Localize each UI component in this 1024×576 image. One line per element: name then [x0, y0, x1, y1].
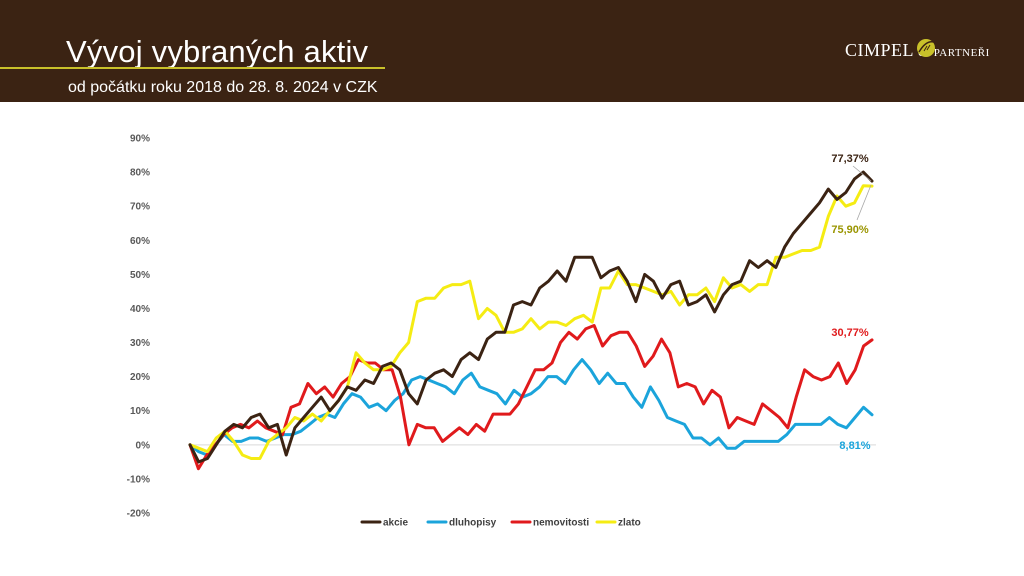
legend-label-zlato: zlato: [618, 518, 641, 529]
leaf-icon: [917, 39, 935, 57]
line-chart: 90% 80% 70% 60% 50% 40% 30% 20% 10% 0% -10% -20% 77…: [127, 134, 876, 529]
end-label-nemovitosti: 30,77%: [831, 327, 869, 339]
end-label-akcie: 77,37%: [831, 153, 869, 165]
y-tick-label: 50%: [130, 270, 150, 281]
legend-label-nemovitosti: nemovitosti: [533, 518, 589, 529]
end-label-dluhopisy: 8,81%: [839, 440, 870, 452]
series-line-dluhopisy: [188, 358, 874, 457]
y-tick-label: 40%: [130, 304, 150, 315]
y-tick-label: 0%: [136, 440, 151, 451]
series-lines: [188, 170, 874, 471]
page-subtitle: od počátku roku 2018 do 28. 8. 2024 v CZ…: [68, 79, 378, 96]
header-bar: [0, 0, 1024, 102]
y-axis: 90% 80% 70% 60% 50% 40% 30% 20% 10% 0% -10% -20%: [127, 134, 150, 520]
leader-line-zlato: [856, 184, 872, 221]
page-title: Vývoj vybraných aktiv: [66, 34, 369, 69]
logo-main-text: CIMPEL: [845, 40, 915, 60]
series-line-akcie: [188, 170, 874, 464]
y-tick-label: 60%: [130, 236, 150, 247]
series-line-zlato: [188, 184, 874, 460]
y-tick-label: -20%: [127, 509, 150, 520]
title-underline: [0, 67, 385, 69]
y-tick-label: 30%: [130, 338, 150, 349]
logo-small-text: PARTNEŘI: [933, 47, 990, 59]
end-label-zlato: 75,90%: [831, 224, 869, 236]
y-tick-label: 20%: [130, 372, 150, 383]
y-tick-label: 80%: [130, 168, 150, 179]
series-line-nemovitosti: [188, 324, 874, 471]
end-labels: 77,37% 8,81% 30,77% 75,90%: [831, 153, 872, 452]
leader-line-akcie: [852, 165, 872, 182]
legend-label-akcie: akcie: [383, 518, 408, 529]
y-tick-label: 90%: [130, 134, 150, 145]
legend: akcie dluhopisy nemovitosti zlato: [360, 518, 641, 529]
y-tick-label: 70%: [130, 202, 150, 213]
company-logo: CIMPEL & PARTNEŘI: [845, 40, 990, 61]
legend-label-dluhopisy: dluhopisy: [449, 518, 497, 529]
y-tick-label: -10%: [127, 474, 150, 485]
y-tick-label: 10%: [130, 406, 150, 417]
